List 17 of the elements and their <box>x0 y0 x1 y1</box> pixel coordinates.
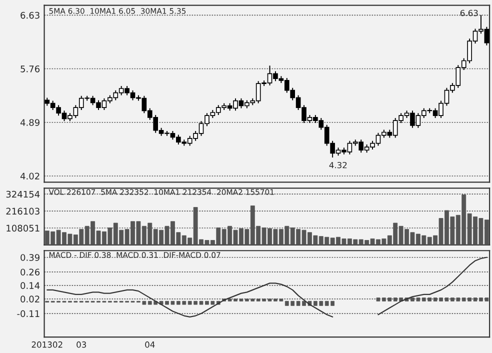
y-tick-label: 4.89 <box>20 119 40 126</box>
y-tick-label: 4.02 <box>20 172 40 180</box>
y-tick-label: 0.26 <box>20 268 40 276</box>
y-tick-label: 216103 <box>6 208 40 215</box>
y-tick-label: 0.14 <box>20 282 40 290</box>
y-tick-label: 108051 <box>6 224 40 232</box>
y-tick-label: 0.02 <box>20 296 40 302</box>
x-tick-label: 201302 <box>32 341 62 348</box>
y-tick-label: -0.11 <box>17 310 40 318</box>
x-tick-label: 03 <box>76 341 86 348</box>
y-tick-label: 5.76 <box>20 65 40 72</box>
annotation: 6.63 <box>460 10 478 16</box>
x-tick-label: 04 <box>145 341 155 348</box>
y-tick-label: 6.63 <box>20 12 40 19</box>
y-tick-label: 0.39 <box>20 254 40 261</box>
y-tick-label: 324154 <box>6 190 40 198</box>
annotation: 4.32 <box>329 162 347 168</box>
